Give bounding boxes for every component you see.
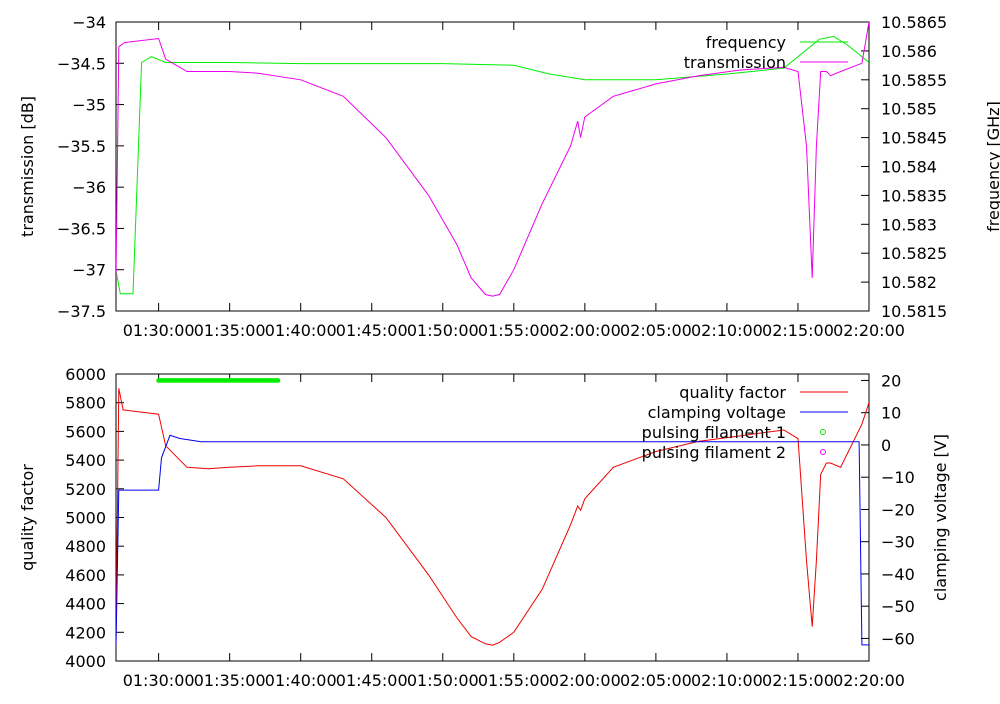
y2-axis-label: clamping voltage [V] bbox=[931, 434, 950, 601]
y2-axis-label: frequency [GHz] bbox=[984, 101, 1000, 232]
y-tick-label: 6000 bbox=[65, 365, 106, 384]
y-tick-label: −37 bbox=[72, 261, 106, 280]
x-tick-label: 02:00:00 bbox=[549, 671, 621, 690]
y2-tick-label: −30 bbox=[881, 533, 915, 552]
x-tick-label: 01:30:00 bbox=[123, 671, 195, 690]
y2-tick-label: 10.586 bbox=[881, 42, 937, 61]
y-tick-label: 5600 bbox=[65, 422, 106, 441]
x-tick-label: 02:10:00 bbox=[691, 671, 763, 690]
y-tick-label: −34.5 bbox=[57, 54, 106, 73]
chart-bottom: 6000 5800 5600 5400 5200 5000 4800 4600 4400 4200… bbox=[18, 365, 950, 690]
y2-tick-label: 10.5855 bbox=[881, 71, 947, 90]
y-axis-label: quality factor bbox=[18, 464, 37, 571]
y2-tick-label: 10.583 bbox=[881, 215, 937, 234]
y2-tick-label: 10 bbox=[881, 404, 901, 423]
x-tick-label: 01:30:00 bbox=[123, 321, 195, 340]
y2-tick-label: 10.5835 bbox=[881, 186, 947, 205]
y-tick-label: −34 bbox=[72, 13, 106, 32]
y2-tick-label: −20 bbox=[881, 500, 915, 519]
x-tick-label: 01:50:00 bbox=[407, 671, 479, 690]
legend-label: clamping voltage bbox=[648, 403, 786, 422]
x-tick-label: 01:55:00 bbox=[478, 321, 550, 340]
x-tick-label: 01:55:00 bbox=[478, 671, 550, 690]
y2-tick-label: 10.5815 bbox=[881, 302, 947, 321]
x-tick-label: 02:10:00 bbox=[691, 321, 763, 340]
y2-tick-label: −10 bbox=[881, 468, 915, 487]
x-tick-label: 02:15:00 bbox=[762, 671, 834, 690]
y2-tick-label: 10.5825 bbox=[881, 244, 947, 263]
y-tick-label: 5200 bbox=[65, 480, 106, 499]
series-line-transmission bbox=[116, 22, 869, 297]
y2-tick-label: 10.582 bbox=[881, 273, 937, 292]
legend-sample-point bbox=[820, 429, 826, 435]
y2-tick-label: 10.584 bbox=[881, 158, 937, 177]
y-tick-label: −37.5 bbox=[57, 302, 106, 321]
legend-label: transmission bbox=[684, 53, 786, 72]
pulsing-filament-1-point bbox=[275, 378, 281, 383]
y-tick-label: −36.5 bbox=[57, 219, 106, 238]
x-tick-label: 02:05:00 bbox=[620, 671, 692, 690]
y2-tick-label: 10.585 bbox=[881, 100, 937, 119]
x-tick-label: 01:45:00 bbox=[336, 321, 408, 340]
x-tick-label: 01:35:00 bbox=[194, 321, 266, 340]
legend-label: quality factor bbox=[679, 383, 786, 402]
y2-tick-label: 10.5865 bbox=[881, 13, 947, 32]
y-tick-label: 4800 bbox=[65, 537, 106, 556]
legend-label: frequency bbox=[706, 33, 786, 52]
x-tick-label: 02:15:00 bbox=[762, 321, 834, 340]
y2-tick-label: 10.5845 bbox=[881, 129, 947, 148]
x-tick-label: 02:00:00 bbox=[549, 321, 621, 340]
y2-tick-label: −50 bbox=[881, 597, 915, 616]
y-tick-label: −35.5 bbox=[57, 137, 106, 156]
y-tick-label: 4400 bbox=[65, 595, 106, 614]
x-tick-label: 01:45:00 bbox=[336, 671, 408, 690]
y-tick-label: 5000 bbox=[65, 509, 106, 528]
y-tick-label: 5400 bbox=[65, 451, 106, 470]
x-tick-label: 02:05:00 bbox=[620, 321, 692, 340]
legend-sample-point bbox=[820, 449, 826, 455]
legend-label: pulsing filament 2 bbox=[642, 443, 786, 462]
y-axis-label: transmission [dB] bbox=[18, 96, 37, 237]
y2-tick-label: 20 bbox=[881, 371, 901, 390]
y2-tick-label: −40 bbox=[881, 565, 915, 584]
y-tick-label: 4200 bbox=[65, 623, 106, 642]
x-tick-label: 01:40:00 bbox=[265, 671, 337, 690]
series-line-clamping-voltage bbox=[116, 434, 869, 646]
y-tick-label: 4600 bbox=[65, 566, 106, 585]
series-line-quality-factor bbox=[116, 388, 869, 646]
y-tick-label: −35 bbox=[72, 96, 106, 115]
series-line-frequency bbox=[116, 35, 869, 295]
y2-tick-label: −60 bbox=[881, 629, 915, 648]
x-tick-label: 02:20:00 bbox=[833, 671, 905, 690]
y2-tick-label: 0 bbox=[881, 436, 891, 455]
y-tick-label: 4000 bbox=[65, 652, 106, 671]
legend-label: pulsing filament 1 bbox=[642, 423, 786, 442]
chart-top: −34 −34.5 −35 −35.5 −36 −36.5 −37 −37.5 10.5865 1… bbox=[18, 13, 1000, 340]
x-tick-label: 01:50:00 bbox=[407, 321, 479, 340]
y-tick-label: −36 bbox=[72, 178, 106, 197]
y-tick-label: 5800 bbox=[65, 394, 106, 413]
x-tick-label: 01:35:00 bbox=[194, 671, 266, 690]
x-tick-label: 02:20:00 bbox=[833, 321, 905, 340]
x-tick-label: 01:40:00 bbox=[265, 321, 337, 340]
